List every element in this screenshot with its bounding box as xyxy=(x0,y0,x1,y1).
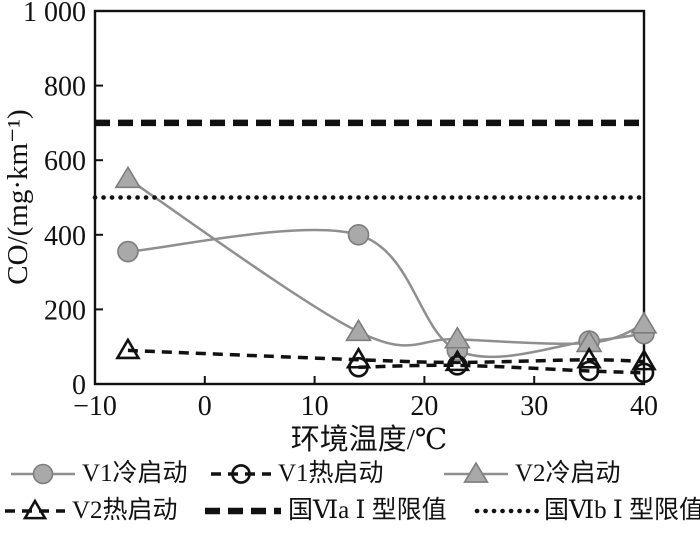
data-series-layer xyxy=(92,119,658,384)
y-tick-label: 600 xyxy=(44,146,86,177)
v1-hot-point-marker xyxy=(633,362,655,384)
v2-cold-point-marker xyxy=(114,165,142,189)
x-tick-label: 0 xyxy=(198,391,212,422)
x-axis-title: 环境温度/℃ xyxy=(291,423,448,455)
v1-cold-point-marker xyxy=(347,224,370,246)
legend-label-china-vib-limit: 国Ⅵb Ⅰ 型限值 xyxy=(544,497,700,524)
x-tick-label: −10 xyxy=(73,391,117,422)
x-tick-label: 30 xyxy=(520,391,548,422)
v2-hot-point-marker xyxy=(576,346,602,369)
legend-label-china-via-limit: 国Ⅵa Ⅰ 型限值 xyxy=(288,497,447,524)
v2-hot-point-marker xyxy=(444,349,471,372)
y-tick-label: 1 000 xyxy=(23,0,86,28)
legend-item-v2-hot-start: V2热启动 xyxy=(2,496,178,526)
y-tick-label: 800 xyxy=(44,72,86,103)
legend-item-china-via-limit: 国Ⅵa Ⅰ 型限值 xyxy=(202,496,447,526)
v2-hot-point-marker xyxy=(345,346,372,369)
v2_hot-line xyxy=(127,348,645,365)
china-vib-limit-dotted-line-icon xyxy=(474,508,540,514)
v2-cold-point-marker xyxy=(630,311,658,334)
v1-cold-point-marker xyxy=(117,240,139,263)
v1-cold-line-circle-icon xyxy=(11,463,75,485)
v1-hot-dash-circle-icon xyxy=(211,464,271,484)
x-tick-label: 10 xyxy=(301,391,329,422)
y-axis-title: CO/(mg·km⁻¹) xyxy=(2,109,34,284)
v2-hot-point-marker xyxy=(115,337,141,360)
v2_cold-line xyxy=(127,177,645,347)
y-tick-label: 400 xyxy=(44,221,86,252)
legend-item-china-vib-limit: 国Ⅵb Ⅰ 型限值 xyxy=(474,496,700,526)
legend-item-v2-cold-start: V2冷启动 xyxy=(441,459,621,489)
china-via-limit-dashed-line-icon xyxy=(205,507,281,515)
legend-label-v1-hot: V1热启动 xyxy=(278,460,384,487)
v1_cold-line xyxy=(127,228,645,359)
legend-item-v1-cold-start: V1冷启动 xyxy=(8,459,188,489)
v2-hot-point-marker xyxy=(631,348,657,371)
v1-cold-point-marker xyxy=(32,463,54,485)
legend-label-v1-cold: V1冷启动 xyxy=(82,460,188,487)
v1_hot-line xyxy=(358,363,645,375)
v1-hot-point-marker xyxy=(231,464,251,484)
x-tick-label: 20 xyxy=(410,391,438,422)
v2-cold-line-triangle-icon xyxy=(444,461,508,483)
y-tick-label: 0 xyxy=(72,370,86,401)
y-tick-label: 200 xyxy=(44,295,86,326)
v2-cold-point-marker xyxy=(345,318,372,342)
legend-label-v2-cold: V2冷启动 xyxy=(515,460,621,487)
legend-item-v1-hot-start: V1热启动 xyxy=(208,459,384,489)
legend-label-v2-hot: V2热启动 xyxy=(72,497,178,524)
v2-hot-point-marker xyxy=(22,498,48,520)
v2-cold-point-marker xyxy=(463,461,489,483)
x-tick-label: 40 xyxy=(630,391,658,422)
v2-cold-point-marker xyxy=(443,326,471,349)
v2-hot-dash-triangle-icon xyxy=(5,498,65,520)
v1-hot-point-marker xyxy=(578,360,600,382)
